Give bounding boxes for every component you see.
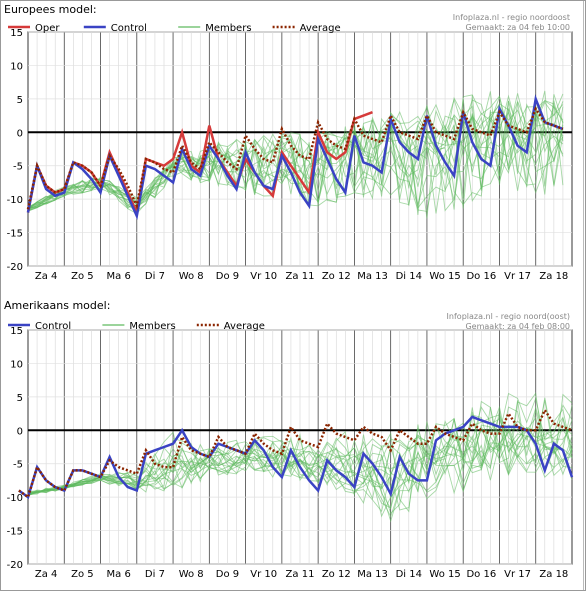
x-tick-label: Zo 12 [322,271,351,282]
x-tick-label: Di 14 [396,569,422,580]
legend-average-label: Average [224,321,265,332]
x-tick-label: Vr 17 [504,569,531,580]
y-tick-label: -5 [13,460,23,471]
credit-europees: Infoplaza.nl - regio noordoost Gemaakt: … [453,13,570,33]
x-tick-label: Do 16 [466,569,496,580]
y-tick-label: -5 [13,162,23,173]
members-line [27,427,573,523]
x-tick-label: Wo 8 [179,569,204,580]
members-line [27,405,573,494]
y-tick-label: -15 [7,527,23,538]
x-tick-label: Ma 6 [107,271,131,282]
credit-europees-line2: Gemaakt: za 04 feb 10:00 [465,23,570,32]
x-tick-label: Za 4 [35,569,58,580]
y-tick-label: -15 [7,229,23,240]
y-tick-label: 15 [10,28,23,39]
chart-europees: 15 10 5 0 -5 -10 -15 -20 Za 4 Zo 5 Ma 6 Di 7 Wo 8 Do … [7,23,573,282]
legend-average-label: Average [300,23,341,34]
x-tick-label: Zo 12 [322,569,351,580]
y-tick-label: -10 [7,493,23,504]
x-tick-label: Za 18 [539,569,568,580]
x-tick-label: Za 11 [286,271,315,282]
x-tick-label: Zo 5 [71,271,94,282]
members-line [27,418,573,509]
x-tick-label: Ma 6 [107,569,131,580]
x-tick-label: Di 7 [145,271,165,282]
x-tick-label: Ma 13 [357,271,388,282]
x-tick-label: Wo 8 [179,271,204,282]
x-tick-label: Vr 17 [504,271,531,282]
x-tick-label: Zo 5 [71,569,94,580]
x-tick-label: Wo 15 [429,569,460,580]
legend-control-label: Control [35,321,71,332]
average-line [26,106,564,210]
y-tick-label: 10 [10,359,23,370]
members-line [27,95,564,214]
x-tick-label: Do 16 [466,271,496,282]
members-line [27,433,573,515]
panel-title-amerikaans: Amerikaans model: [4,299,111,312]
members-line [27,393,573,518]
y-tick-label: -10 [7,195,23,206]
members-line [27,91,564,215]
y-tick-label: 10 [10,61,23,72]
x-tick-label: Wo 15 [429,271,460,282]
x-tick-label: Do 9 [216,271,239,282]
legend-oper-label: Oper [35,23,60,34]
x-tick-label: Ma 13 [357,569,388,580]
legend-control-label: Control [111,23,147,34]
credit-europees-line1: Infoplaza.nl - regio noordoost [452,13,570,22]
y-tick-label: -20 [7,560,23,571]
x-tick-label: Za 11 [286,569,315,580]
chart-amerikaans: 15 10 5 0 -5 -10 -15 -20 Za 4 Zo 5 Ma 6 Di 7 Wo 8 Do … [7,321,574,580]
y-tick-label: 15 [10,326,23,337]
members-line [27,397,573,518]
x-tick-label: Di 7 [145,569,165,580]
x-tick-label: Vr 10 [250,569,277,580]
y-tick-label: -20 [7,262,23,273]
y-tick-label: 0 [17,128,23,139]
average-line [18,407,573,500]
legend-members-label: Members [205,23,251,34]
x-tick-label: Za 4 [35,271,58,282]
control-line [26,94,564,221]
members-line [27,406,573,500]
panel-title-europees: Europees model: [4,3,97,16]
y-tick-label: 5 [17,95,23,106]
x-tick-label: Za 18 [539,271,568,282]
legend-members-label: Members [129,321,175,332]
y-tick-label: 0 [17,426,23,437]
x-tick-label: Do 9 [216,569,239,580]
x-tick-label: Di 14 [396,271,422,282]
credit-amerikaans-line2: Gemaakt: za 04 feb 08:00 [465,322,570,331]
control-line [18,415,574,500]
y-tick-label: 5 [17,393,23,404]
members-line [27,93,564,212]
credit-amerikaans: Infoplaza.nl - regio noord(oost) Gemaakt… [447,312,570,332]
credit-amerikaans-line1: Infoplaza.nl - regio noord(oost) [446,312,570,321]
x-tick-label: Vr 10 [250,271,277,282]
